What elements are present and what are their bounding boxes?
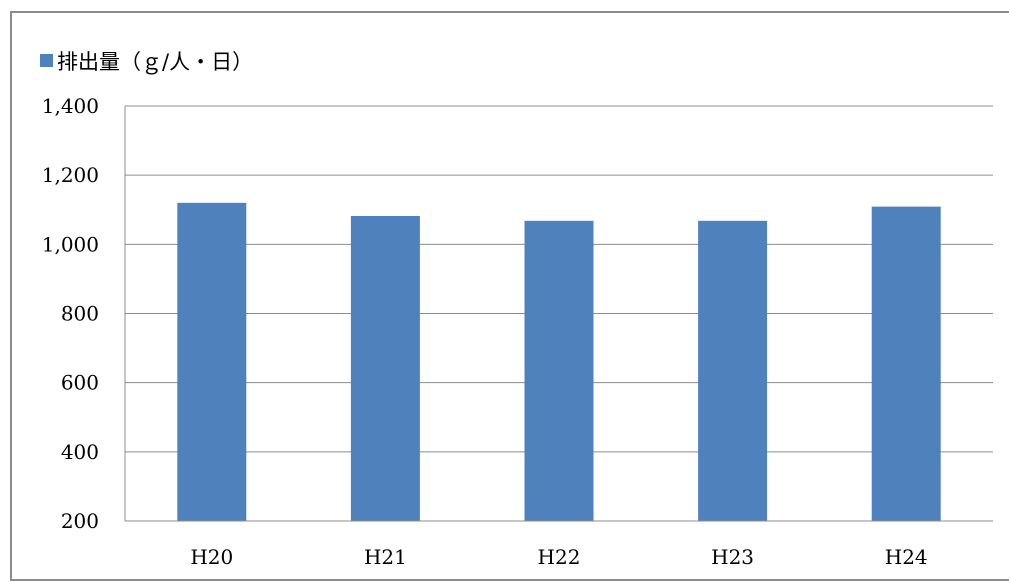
x-tick-label: H23 xyxy=(711,545,754,569)
x-axis-tick-labels: H20 H21 H22 H23 H24 xyxy=(190,545,927,569)
y-tick-label: 800 xyxy=(61,302,99,326)
y-tick-label: 200 xyxy=(61,509,99,533)
x-tick-label: H21 xyxy=(364,545,407,569)
x-tick-label: H20 xyxy=(190,545,233,569)
bar-h23 xyxy=(698,220,768,522)
bar-h21 xyxy=(350,215,420,521)
bar-h22 xyxy=(524,220,594,522)
y-tick-label: 600 xyxy=(61,371,99,395)
bar-h20 xyxy=(177,202,247,522)
legend-label: 排出量（ｇ/人・日） xyxy=(57,50,253,74)
y-tick-label: 1,000 xyxy=(42,232,99,256)
y-tick-label: 1,200 xyxy=(42,163,99,187)
x-tick-label: H24 xyxy=(885,545,928,569)
x-tick-label: H22 xyxy=(538,545,581,569)
bar-h24 xyxy=(871,206,941,521)
y-tick-label: 1,400 xyxy=(42,94,99,118)
y-axis-tick-labels: 1,400 1,200 1,000 800 600 400 200 xyxy=(42,94,99,533)
y-tick-label: 400 xyxy=(61,440,99,464)
legend-swatch xyxy=(40,54,53,67)
bars xyxy=(177,202,941,522)
legend: 排出量（ｇ/人・日） xyxy=(40,50,253,74)
